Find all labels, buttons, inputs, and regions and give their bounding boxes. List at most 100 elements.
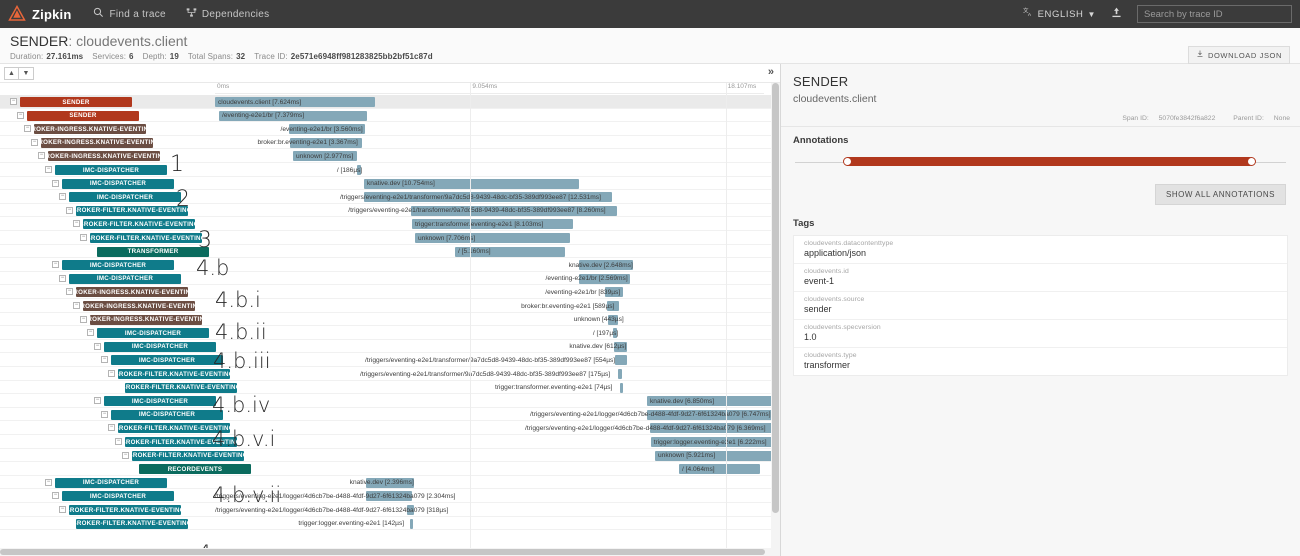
span-row[interactable]: TRANSFORMER / [5.160ms] xyxy=(0,245,780,259)
span-duration-bar[interactable] xyxy=(412,219,573,230)
span-bar-cell[interactable]: broker:br.eventing-e2e1 [3.367ms] xyxy=(215,136,764,149)
span-row[interactable]: RECORDEVENTS / [4.064ms] xyxy=(0,462,780,476)
span-duration-bar[interactable] xyxy=(647,396,780,407)
span-row[interactable]: − IMC-DISPATCHER knative.dev [2.396ms] xyxy=(0,476,780,490)
span-collapse-toggle[interactable]: − xyxy=(94,397,101,405)
timeline-vertical-scrollbar[interactable] xyxy=(771,83,780,556)
span-service-badge[interactable]: BROKER-FILTER.KNATIVE-EVENTING xyxy=(132,450,244,461)
span-duration-bar[interactable] xyxy=(366,477,414,488)
span-bar-cell[interactable]: trigger:transformer.eventing-e2e1 [8.103… xyxy=(215,217,764,230)
collapse-all-button[interactable]: ▲ xyxy=(4,66,19,80)
span-duration-bar[interactable] xyxy=(607,301,619,311)
span-collapse-toggle[interactable]: − xyxy=(24,125,31,133)
span-duration-bar[interactable] xyxy=(364,178,579,189)
upload-icon[interactable] xyxy=(1110,6,1123,22)
span-service-cell[interactable]: − BROKER-FILTER.KNATIVE-EVENTING xyxy=(0,367,230,380)
span-row[interactable]: − IMC-DISPATCHER/triggers/eventing-e2e1/t… xyxy=(0,353,780,367)
span-collapse-toggle[interactable]: − xyxy=(59,193,66,201)
nav-find-a-trace[interactable]: Find a trace xyxy=(93,7,166,21)
span-service-cell[interactable]: − IMC-DISPATCHER xyxy=(0,340,216,353)
download-json-button[interactable]: DOWNLOAD JSON xyxy=(1187,46,1290,64)
span-row[interactable]: BROKER-FILTER.KNATIVE-EVENTING trigger:lo… xyxy=(0,517,780,531)
span-row[interactable]: − IMC-DISPATCHER knative.dev [10.754ms] xyxy=(0,177,780,191)
span-service-cell[interactable]: − IMC-DISPATCHER xyxy=(0,489,215,502)
span-duration-bar[interactable] xyxy=(650,423,777,434)
span-collapse-toggle[interactable]: − xyxy=(94,342,101,350)
span-bar-cell[interactable]: unknown [5.921ms] xyxy=(215,449,773,462)
span-collapse-toggle[interactable]: − xyxy=(52,492,59,500)
span-duration-bar[interactable] xyxy=(647,409,780,420)
span-collapse-toggle[interactable]: − xyxy=(87,329,94,337)
span-service-cell[interactable]: − SENDER xyxy=(0,109,215,122)
span-service-cell[interactable]: − BROKER-FILTER.KNATIVE-EVENTING xyxy=(0,204,215,217)
span-duration-bar[interactable] xyxy=(614,341,627,352)
span-service-badge[interactable]: IMC-DISPATCHER xyxy=(55,477,167,488)
search-input[interactable] xyxy=(1137,5,1292,23)
span-service-cell[interactable]: TRANSFORMER xyxy=(0,245,215,258)
span-service-cell[interactable]: −BROKER-INGRESS.KNATIVE-EVENTING xyxy=(0,122,215,135)
span-collapse-toggle[interactable]: − xyxy=(73,302,80,309)
span-service-badge[interactable]: IMC-DISPATCHER xyxy=(104,396,216,407)
span-service-badge[interactable]: BROKER-INGRESS.KNATIVE-EVENTING xyxy=(48,151,160,162)
span-bar-cell[interactable]: /triggers/eventing-e2e1/logger/4d6cb7be-… xyxy=(215,408,780,421)
span-collapse-toggle[interactable]: − xyxy=(45,478,52,486)
span-row[interactable]: BROKER-FILTER.KNATIVE-EVENTING trigger:tr… xyxy=(0,381,780,395)
span-collapse-toggle[interactable]: − xyxy=(66,206,73,214)
span-row[interactable]: − IMC-DISPATCHER knative.dev [2.648ms] xyxy=(0,258,780,272)
span-bar-cell[interactable]: /triggers/eventing-e2e1/logger/4d6cb7be-… xyxy=(215,503,764,516)
span-duration-bar[interactable] xyxy=(366,491,412,502)
span-row[interactable]: − BROKER-FILTER.KNATIVE-EVENTING unknown [… xyxy=(0,231,780,245)
span-duration-bar[interactable] xyxy=(605,287,623,298)
span-service-badge[interactable]: BROKER-INGRESS.KNATIVE-EVENTING xyxy=(76,287,188,298)
span-duration-bar[interactable] xyxy=(651,437,775,447)
span-bar-cell[interactable]: knative.dev [6.850ms] xyxy=(215,394,780,407)
expand-panel-icon[interactable]: » xyxy=(767,66,774,78)
span-bar-cell[interactable]: /triggers/eventing-e2e1/logger/4d6cb7be-… xyxy=(215,489,764,502)
span-bar-cell[interactable]: /eventing-e2e1/br [7.379ms] xyxy=(215,109,764,122)
span-collapse-toggle[interactable]: − xyxy=(10,98,17,105)
span-service-badge[interactable]: BROKER-FILTER.KNATIVE-EVENTING xyxy=(125,382,237,393)
span-duration-bar[interactable] xyxy=(415,233,570,243)
span-row[interactable]: − BROKER-FILTER.KNATIVE-EVENTING/triggers… xyxy=(0,204,780,218)
span-row[interactable]: −BROKER-INGRESS.KNATIVE-EVENTING/eventin… xyxy=(0,122,780,136)
span-collapse-toggle[interactable]: − xyxy=(80,315,87,323)
span-bar-cell[interactable]: trigger:logger.eventing-e2e1 [6.222ms] xyxy=(215,435,775,448)
span-service-badge[interactable]: RECORDEVENTS xyxy=(139,464,251,475)
span-collapse-toggle[interactable]: − xyxy=(45,166,52,173)
span-duration-bar[interactable] xyxy=(219,110,367,121)
span-collapse-toggle[interactable]: − xyxy=(80,234,87,241)
span-bar-cell[interactable]: /eventing-e2e1/br [3.560ms] xyxy=(215,122,764,135)
span-service-cell[interactable]: −BROKER-INGRESS.KNATIVE-EVENTING xyxy=(0,299,215,312)
span-duration-bar[interactable] xyxy=(679,464,760,475)
span-service-badge[interactable]: BROKER-INGRESS.KNATIVE-EVENTING xyxy=(34,124,146,135)
span-service-cell[interactable]: − IMC-DISPATCHER xyxy=(0,353,223,366)
span-service-badge[interactable]: IMC-DISPATCHER xyxy=(69,192,181,203)
span-service-cell[interactable]: BROKER-FILTER.KNATIVE-EVENTING xyxy=(0,517,215,530)
expand-all-button[interactable]: ▼ xyxy=(19,66,34,80)
span-service-badge[interactable]: BROKER-INGRESS.KNATIVE-EVENTING xyxy=(90,314,202,325)
span-bar-cell[interactable]: / [197µs] xyxy=(215,326,764,339)
timeline-horizontal-scrollbar[interactable] xyxy=(0,548,771,556)
span-row[interactable]: − IMC-DISPATCHER/eventing-e2e1/br [2.569m… xyxy=(0,272,780,286)
span-row[interactable]: − IMC-DISPATCHER/triggers/eventing-e2e1/l… xyxy=(0,489,780,503)
span-service-badge[interactable]: BROKER-FILTER.KNATIVE-EVENTING xyxy=(90,233,202,243)
span-collapse-toggle[interactable]: − xyxy=(73,220,80,228)
span-service-badge[interactable]: BROKER-FILTER.KNATIVE-EVENTING xyxy=(118,423,230,434)
span-bar-cell[interactable]: / [186µs] xyxy=(215,163,764,176)
span-row[interactable]: −BROKER-INGRESS.KNATIVE-EVENTING broker:b… xyxy=(0,299,780,313)
span-bar-cell[interactable]: knative.dev [10.754ms] xyxy=(215,177,764,190)
span-collapse-toggle[interactable]: − xyxy=(31,138,38,146)
span-row[interactable]: − IMC-DISPATCHER knative.dev [6.850ms] xyxy=(0,394,780,408)
span-bar-cell[interactable]: knative.dev [612µs] xyxy=(215,340,764,353)
span-service-cell[interactable]: − IMC-DISPATCHER xyxy=(0,408,223,421)
span-service-badge[interactable]: BROKER-FILTER.KNATIVE-EVENTING xyxy=(69,505,181,515)
span-service-badge[interactable]: IMC-DISPATCHER xyxy=(111,409,223,420)
span-collapse-toggle[interactable]: − xyxy=(52,261,59,269)
span-row[interactable]: − BROKER-FILTER.KNATIVE-EVENTING/triggers… xyxy=(0,367,780,381)
span-service-badge[interactable]: BROKER-FILTER.KNATIVE-EVENTING xyxy=(76,518,188,529)
brand-name[interactable]: Zipkin xyxy=(32,6,72,22)
span-duration-bar[interactable] xyxy=(215,97,375,107)
span-collapse-toggle[interactable]: − xyxy=(115,438,122,445)
span-service-cell[interactable]: − BROKER-FILTER.KNATIVE-EVENTING xyxy=(0,421,230,434)
span-service-cell[interactable]: − BROKER-FILTER.KNATIVE-EVENTING xyxy=(0,449,244,462)
